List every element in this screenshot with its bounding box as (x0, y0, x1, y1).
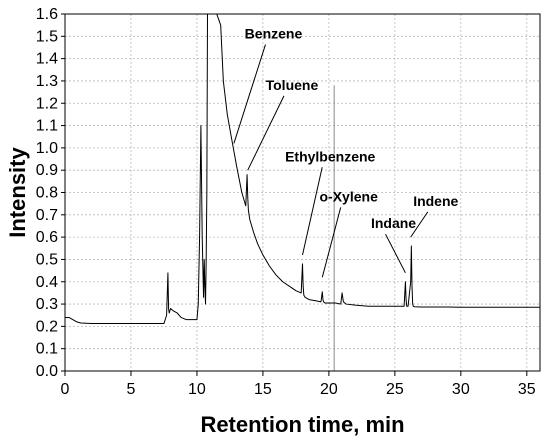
y-tick-label: 0.3 (36, 296, 58, 313)
y-tick-label: 1.6 (36, 6, 58, 23)
peak-label: Ethylbenzene (285, 148, 375, 164)
peak-label: Toluene (266, 77, 319, 93)
y-tick-label: 0.2 (36, 318, 58, 335)
x-tick-label: 30 (452, 381, 470, 398)
peak-pointer (321, 207, 342, 278)
peak-label: Benzene (245, 26, 303, 42)
y-tick-label: 1.5 (36, 28, 58, 45)
x-tick-label: 25 (386, 381, 404, 398)
series-line (65, 14, 540, 324)
y-tick-label: 0.9 (36, 162, 58, 179)
y-tick-label: 0.7 (36, 207, 58, 224)
y-tick-label: 0.8 (36, 185, 58, 202)
peak-pointer (302, 167, 323, 256)
y-tick-label: 1.1 (36, 118, 58, 135)
y-tick-label: 1.4 (36, 51, 58, 68)
y-tick-label: 1.0 (36, 140, 58, 157)
peak-label: Indene (413, 193, 458, 209)
y-tick-label: 0.0 (36, 363, 58, 380)
peak-label: Indane (371, 215, 416, 231)
x-tick-label: 0 (61, 381, 70, 398)
x-tick-label: 20 (320, 381, 338, 398)
peak-pointer (385, 233, 406, 274)
y-tick-label: 0.6 (36, 229, 58, 246)
peak-pointer (233, 44, 266, 144)
y-tick-label: 0.1 (36, 341, 58, 358)
x-tick-label: 5 (127, 381, 136, 398)
x-axis-title: Retention time, min (200, 412, 404, 437)
x-tick-label: 10 (188, 381, 206, 398)
peak-pointer (247, 95, 285, 171)
y-axis-title: Intensity (5, 147, 30, 238)
x-tick-label: 15 (254, 381, 272, 398)
y-tick-label: 1.2 (36, 95, 58, 112)
y-tick-label: 0.4 (36, 274, 58, 291)
peak-pointer (410, 211, 429, 238)
y-tick-label: 1.3 (36, 73, 58, 90)
y-tick-label: 0.5 (36, 251, 58, 268)
x-tick-label: 35 (518, 381, 536, 398)
peak-label: o-Xylene (320, 188, 379, 204)
